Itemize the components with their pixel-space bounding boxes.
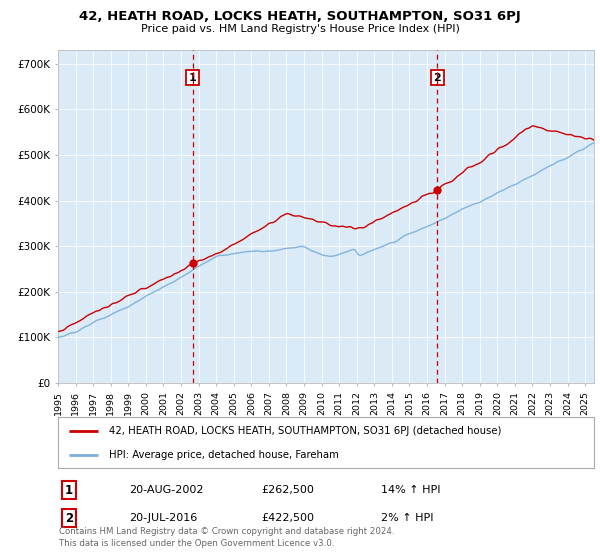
Text: £262,500: £262,500 [261, 485, 314, 495]
Text: 20-JUL-2016: 20-JUL-2016 [129, 513, 197, 523]
Text: Price paid vs. HM Land Registry's House Price Index (HPI): Price paid vs. HM Land Registry's House … [140, 24, 460, 34]
Text: 2: 2 [433, 73, 441, 83]
Text: HPI: Average price, detached house, Fareham: HPI: Average price, detached house, Fare… [109, 450, 339, 460]
Text: £422,500: £422,500 [261, 513, 314, 523]
Text: 14% ↑ HPI: 14% ↑ HPI [381, 485, 440, 495]
Text: 42, HEATH ROAD, LOCKS HEATH, SOUTHAMPTON, SO31 6PJ (detached house): 42, HEATH ROAD, LOCKS HEATH, SOUTHAMPTON… [109, 426, 502, 436]
Text: 42, HEATH ROAD, LOCKS HEATH, SOUTHAMPTON, SO31 6PJ: 42, HEATH ROAD, LOCKS HEATH, SOUTHAMPTON… [79, 10, 521, 23]
Text: 2% ↑ HPI: 2% ↑ HPI [381, 513, 433, 523]
Text: 1: 1 [189, 73, 197, 83]
Text: Contains HM Land Registry data © Crown copyright and database right 2024.
This d: Contains HM Land Registry data © Crown c… [59, 527, 394, 548]
Text: 2: 2 [65, 511, 73, 525]
Text: 20-AUG-2002: 20-AUG-2002 [129, 485, 203, 495]
Text: 1: 1 [65, 483, 73, 497]
